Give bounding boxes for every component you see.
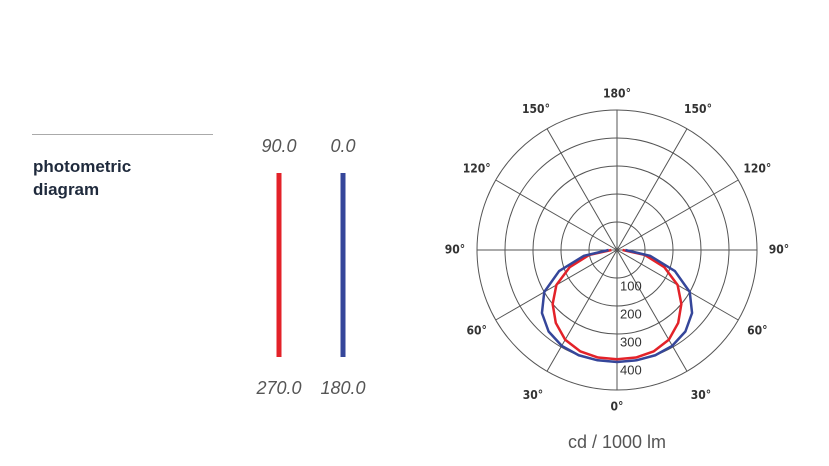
angle-label: 120° [743,162,771,176]
angle-label: 180° [603,87,631,101]
legend-label: 180.0 [320,378,365,398]
chart-title: photometric diagram [33,157,132,199]
r-tick-label: 400 [620,362,642,377]
spoke [495,179,618,251]
legend-swatch [340,173,346,357]
angle-label: 150° [684,102,712,116]
axis-label: cd / 1000 lm [568,432,666,452]
spoke [546,128,618,251]
spoke [616,179,739,251]
angle-label: 60° [747,324,767,338]
spoke [546,249,618,372]
legend-label: 0.0 [330,136,355,156]
angle-label: 150° [522,102,550,116]
legend-label: 270.0 [255,378,301,398]
angle-label: 120° [463,162,491,176]
angle-label: 60° [466,324,486,338]
intensity-curve [616,248,683,361]
intensity-curve [540,248,618,364]
divider [32,134,213,135]
angle-label: 90° [445,243,465,257]
r-tick-label: 100 [620,278,642,293]
intensity-curve [616,248,694,364]
angle-label: 30° [691,388,711,402]
spoke [616,128,688,251]
intensity-curve [551,248,618,361]
r-tick-label: 200 [620,306,642,321]
angle-label: 90° [769,243,789,257]
r-tick-label: 300 [620,334,642,349]
angle-label: 0° [611,400,624,414]
angle-label: 30° [523,388,543,402]
spoke [616,249,688,372]
legend-label: 90.0 [261,136,296,156]
legend-swatch [276,173,282,357]
